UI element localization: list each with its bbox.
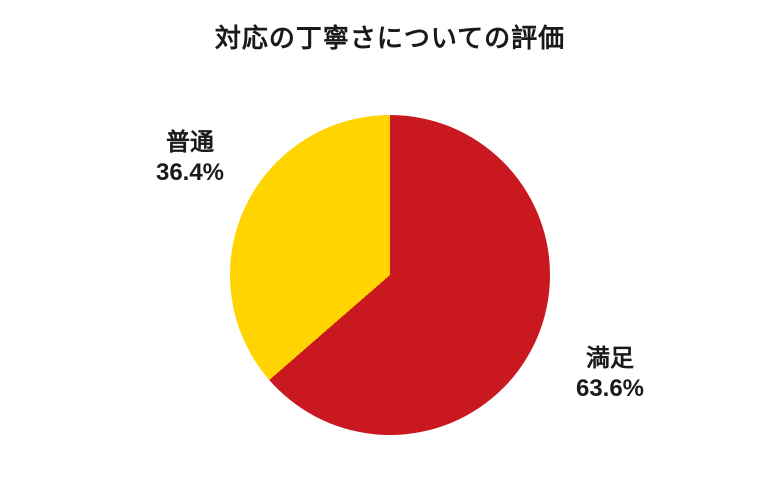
- pie-chart: [230, 115, 550, 435]
- slice-percentage-manzoku: 63.6%: [575, 375, 645, 402]
- slice-label-manzoku: 満足 63.6%: [530, 344, 690, 404]
- slice-name-manzoku: 満足: [586, 345, 634, 372]
- chart-title: 対応の丁寧さについての評価: [214, 23, 566, 53]
- slice-name-futsuu: 普通: [166, 129, 214, 156]
- slice-percentage-futsuu: 36.4%: [155, 159, 225, 186]
- slice-label-futsuu: 普通 36.4%: [110, 128, 270, 188]
